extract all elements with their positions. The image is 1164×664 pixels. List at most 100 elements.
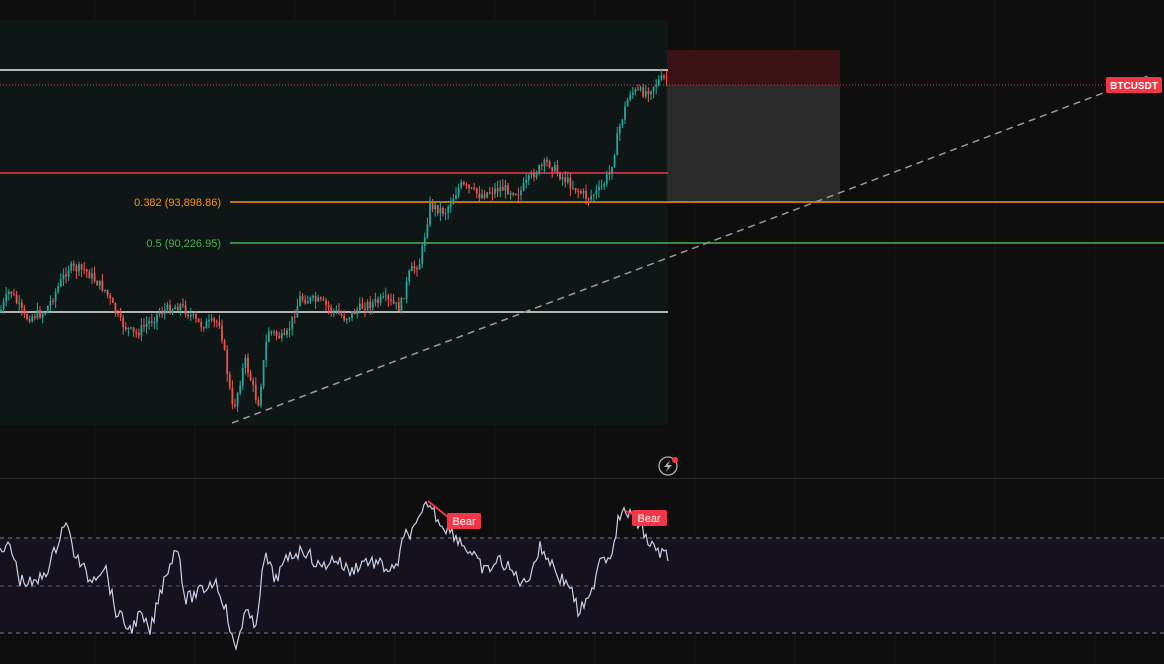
candle-body [283, 333, 286, 335]
candle-body [132, 327, 135, 332]
candle-body [41, 313, 44, 318]
candle-body [405, 281, 408, 299]
take-profit-zone[interactable] [667, 85, 840, 202]
candle-body [72, 263, 75, 266]
candle-body [418, 264, 421, 270]
trend-line[interactable] [231, 75, 1149, 424]
candle-body [642, 87, 645, 97]
candle-body [202, 327, 205, 329]
candle-body [200, 321, 203, 328]
candle-body [520, 190, 522, 196]
candle-body [314, 296, 317, 302]
candlestick-series [0, 68, 668, 412]
candle-body [564, 177, 567, 183]
candle-body [447, 206, 450, 213]
candle-body [468, 184, 470, 188]
candle-body [647, 91, 650, 95]
candle-body [345, 319, 348, 321]
candle-body [442, 207, 444, 214]
candle-body [88, 271, 91, 279]
candle-body [327, 304, 330, 308]
candle-body [189, 314, 192, 317]
candle-body [325, 300, 327, 305]
candle-body [44, 313, 47, 315]
candle-body [275, 331, 278, 336]
candle-body [252, 380, 255, 385]
candle-body [624, 106, 626, 120]
indicator-band [0, 538, 1164, 633]
candle-body [124, 327, 127, 330]
candle-body [31, 316, 34, 322]
candle-body [449, 204, 452, 207]
candle-body [426, 224, 429, 238]
candle-body [163, 309, 166, 314]
candle-body [288, 328, 291, 331]
candle-body [361, 303, 364, 309]
candle-body [150, 321, 153, 323]
candle-body [280, 333, 283, 339]
candle-body [665, 77, 668, 79]
candle-body [522, 183, 525, 191]
candle-body [104, 289, 106, 291]
candle-body [590, 195, 593, 200]
candle-body [93, 273, 96, 282]
candle-body [574, 188, 577, 192]
fib-05-label: 0.5 (90,226.95) [146, 238, 221, 250]
candle-body [2, 301, 5, 310]
candle-body [358, 303, 361, 311]
candle-body [85, 269, 88, 272]
candle-body [0, 309, 2, 312]
candle-body [226, 349, 229, 375]
candle-body [444, 212, 447, 214]
candle-body [512, 192, 515, 195]
candle-body [527, 175, 530, 181]
candle-body [52, 300, 54, 302]
candle-body [351, 311, 353, 318]
candle-body [127, 327, 130, 330]
fib-382-label: 0.382 (93,898.86) [134, 197, 221, 209]
candle-body [410, 266, 413, 272]
candle-body [340, 313, 343, 316]
lightning-alert-icon[interactable] [658, 456, 678, 476]
candle-body [488, 192, 491, 194]
candle-body [395, 302, 398, 304]
candle-body [319, 297, 322, 299]
candle-body [7, 291, 10, 295]
candle-body [111, 298, 114, 304]
candle-body [429, 201, 431, 225]
candle-body [600, 186, 603, 188]
candle-body [382, 296, 385, 298]
symbol-price-tag[interactable]: BTCUSDT [1106, 77, 1162, 93]
candle-body [306, 301, 309, 304]
candle-body [655, 84, 658, 87]
candle-body [470, 187, 473, 189]
candle-body [605, 174, 608, 184]
candle-body [236, 392, 239, 407]
stop-loss-zone[interactable] [667, 50, 840, 85]
candle-body [221, 325, 223, 341]
candle-body [631, 92, 634, 95]
candle-body [618, 125, 621, 134]
candle-body [408, 271, 411, 282]
candle-body [652, 86, 655, 92]
candle-body [611, 166, 613, 173]
candle-body [457, 187, 460, 196]
bear-label-1-text: Bear [452, 516, 476, 528]
candle-body [249, 372, 252, 381]
candle-body [62, 274, 65, 280]
candle-body [10, 291, 13, 295]
candle-body [577, 191, 580, 193]
candle-body [273, 331, 275, 333]
candle-body [660, 75, 663, 80]
indicator-line [0, 500, 669, 652]
candle-body [54, 291, 57, 302]
candle-body [496, 188, 499, 192]
candle-body [137, 333, 140, 336]
candle-body [548, 161, 551, 168]
indicator-pane[interactable]: Bear Bear [0, 478, 1164, 652]
candle-body [231, 387, 234, 405]
candle-body [192, 314, 195, 316]
candle-body [525, 180, 528, 184]
